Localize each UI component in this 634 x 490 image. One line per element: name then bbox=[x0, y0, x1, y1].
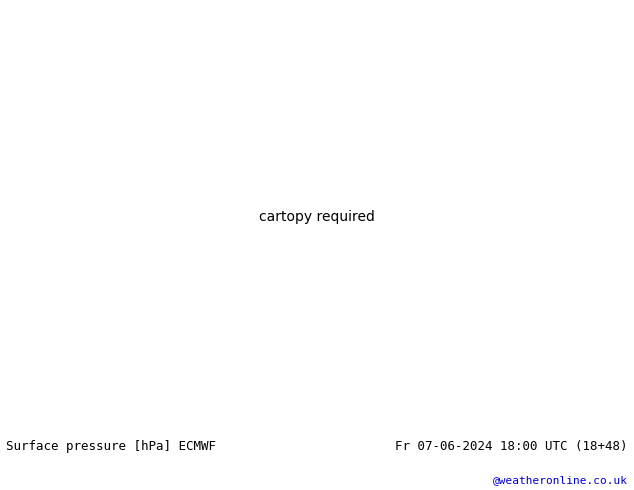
Text: cartopy required: cartopy required bbox=[259, 210, 375, 223]
Text: Surface pressure [hPa] ECMWF: Surface pressure [hPa] ECMWF bbox=[6, 440, 216, 453]
Text: Fr 07-06-2024 18:00 UTC (18+48): Fr 07-06-2024 18:00 UTC (18+48) bbox=[395, 440, 628, 453]
Text: @weatheronline.co.uk: @weatheronline.co.uk bbox=[493, 475, 628, 485]
